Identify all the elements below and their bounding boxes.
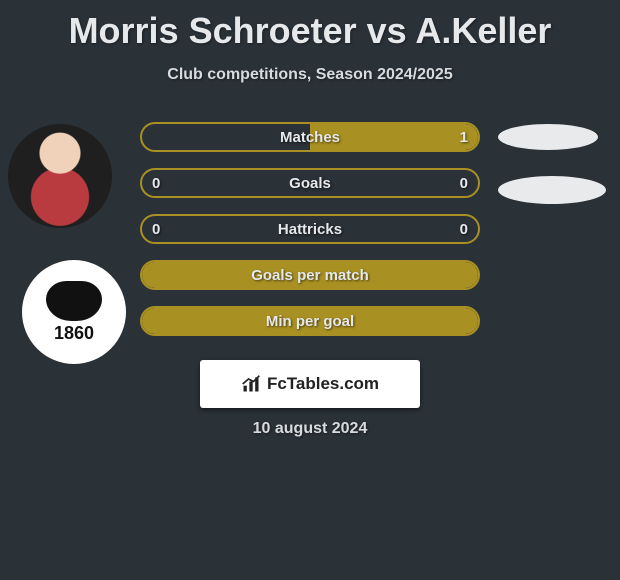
stat-label: Min per goal	[266, 313, 354, 330]
stat-value-right: 1	[460, 129, 468, 146]
brand-text: FcTables.com	[267, 374, 379, 394]
stat-row: Goals per match	[140, 260, 480, 290]
stat-row: Min per goal	[140, 306, 480, 336]
stat-value-left: 0	[152, 221, 160, 238]
stats-container: Matches 1 0 Goals 0 0 Hattricks 0 Goals per matc…	[140, 122, 480, 352]
stat-label: Hattricks	[278, 221, 342, 238]
stat-row: 0 Goals 0	[140, 168, 480, 198]
brand-box[interactable]: FcTables.com	[200, 360, 420, 408]
lion-icon	[46, 281, 102, 321]
stat-row: 0 Hattricks 0	[140, 214, 480, 244]
stat-label: Goals per match	[251, 267, 369, 284]
date-text: 10 august 2024	[0, 420, 620, 438]
stat-value-right: 0	[460, 175, 468, 192]
club-left-year: 1860	[54, 323, 94, 344]
club-left-badge: 1860	[22, 260, 126, 364]
stat-label: Goals	[289, 175, 331, 192]
stat-row: Matches 1	[140, 122, 480, 152]
chart-icon	[241, 374, 261, 394]
page-title: Morris Schroeter vs A.Keller	[0, 0, 620, 52]
stat-value-left: 0	[152, 175, 160, 192]
club-right-badge	[498, 176, 606, 204]
subtitle: Club competitions, Season 2024/2025	[0, 66, 620, 84]
player-right-avatar	[498, 124, 598, 150]
player-left-avatar	[8, 124, 112, 228]
stat-label: Matches	[280, 129, 340, 146]
stat-value-right: 0	[460, 221, 468, 238]
